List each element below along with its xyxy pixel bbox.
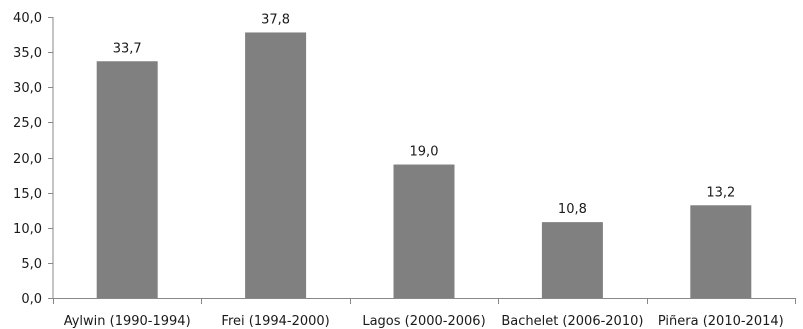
data-label: 19,0 bbox=[410, 145, 439, 160]
y-tick-label: 35,0 bbox=[13, 46, 42, 61]
y-tick-label: 40,0 bbox=[13, 11, 42, 26]
bar bbox=[245, 32, 307, 298]
x-axis bbox=[53, 298, 796, 304]
data-label: 33,7 bbox=[113, 41, 142, 56]
data-label: 37,8 bbox=[261, 12, 290, 27]
data-label: 13,2 bbox=[706, 185, 735, 200]
y-tick-label: 15,0 bbox=[13, 187, 42, 202]
data-labels: 33,7 37,8 19,0 10,8 13,2 bbox=[113, 12, 736, 217]
y-tick-label: 0,0 bbox=[21, 292, 42, 307]
category-label: Aylwin (1990-1994) bbox=[64, 314, 191, 329]
category-labels: Aylwin (1990-1994) Frei (1994-2000) Lagos … bbox=[64, 314, 784, 329]
bar bbox=[96, 61, 158, 298]
bar bbox=[393, 164, 455, 298]
y-tick-label: 20,0 bbox=[13, 152, 42, 167]
y-tick-label: 5,0 bbox=[21, 257, 42, 272]
category-label: Piñera (2010-2014) bbox=[658, 314, 784, 329]
y-tick-label: 30,0 bbox=[13, 81, 42, 96]
category-label: Frei (1994-2000) bbox=[221, 314, 329, 329]
bars bbox=[96, 32, 752, 298]
y-axis: 0,0 5,0 10,0 15,0 20,0 25,0 30,0 35,0 40,0 bbox=[13, 11, 54, 307]
y-tick-label: 25,0 bbox=[13, 116, 42, 131]
bar bbox=[541, 222, 603, 298]
category-label: Bachelet (2006-2010) bbox=[501, 314, 643, 329]
y-tick-label: 10,0 bbox=[13, 222, 42, 237]
data-label: 10,8 bbox=[558, 202, 587, 217]
bar bbox=[690, 205, 752, 298]
category-label: Lagos (2000-2006) bbox=[362, 314, 485, 329]
